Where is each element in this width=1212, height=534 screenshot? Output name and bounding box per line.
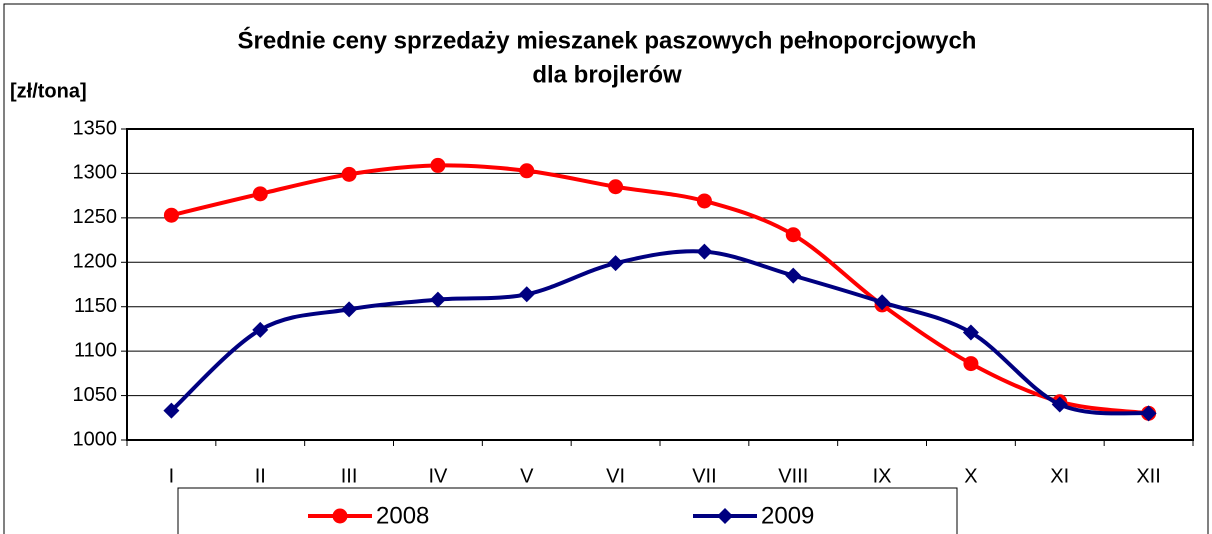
y-tick-label: 1350 [73, 117, 118, 139]
data-point [874, 294, 891, 311]
chart-subtitle: dla brojlerów [532, 61, 682, 88]
data-point [163, 402, 180, 419]
data-point [163, 207, 179, 223]
data-point [696, 243, 713, 260]
data-point [519, 163, 535, 179]
legend-marker [332, 508, 348, 524]
legend-box [177, 487, 958, 534]
x-tick-label: X [964, 465, 977, 487]
x-tick-label: II [255, 465, 266, 487]
series-line [170, 163, 1149, 416]
data-point [341, 166, 357, 182]
data-point [341, 301, 358, 318]
x-tick-label: VI [606, 465, 625, 487]
data-point [252, 321, 269, 338]
legend-label: 2009 [761, 502, 814, 529]
chart-frame [3, 3, 1209, 534]
x-tick-label: VIII [778, 465, 808, 487]
y-tick-label: 1300 [73, 162, 118, 184]
data-point [785, 227, 801, 243]
y-tick-label: 1000 [73, 428, 118, 450]
data-point [785, 267, 802, 284]
x-tick-label: XI [1050, 465, 1069, 487]
x-tick-label: I [169, 465, 175, 487]
data-point [1051, 396, 1068, 413]
x-tick-label: III [341, 465, 358, 487]
chart-title: Średnie ceny sprzedaży mieszanek paszowy… [238, 26, 977, 54]
y-tick-label: 1250 [73, 206, 118, 228]
x-tick-label: IX [873, 465, 892, 487]
data-point [608, 179, 624, 195]
x-tick-label: IV [428, 465, 448, 487]
legend-marker [717, 508, 733, 524]
y-axis-label: [zł/tona] [10, 80, 87, 102]
data-point [607, 255, 624, 272]
data-point [963, 356, 979, 372]
x-tick-label: VII [692, 465, 716, 487]
legend-label: 2008 [376, 502, 429, 529]
data-point [252, 186, 268, 202]
y-tick-label: 1050 [73, 384, 118, 406]
x-tick-label: XII [1136, 465, 1160, 487]
series-line [170, 249, 1149, 416]
data-point [430, 157, 446, 173]
data-point [429, 291, 446, 308]
y-tick-label: 1200 [73, 251, 118, 273]
x-tick-label: V [520, 465, 534, 487]
data-point [696, 193, 712, 209]
data-point [518, 286, 535, 303]
data-point [962, 324, 979, 341]
y-tick-label: 1100 [74, 339, 117, 361]
data-point [1140, 405, 1157, 422]
y-tick-label: 1150 [74, 295, 117, 317]
